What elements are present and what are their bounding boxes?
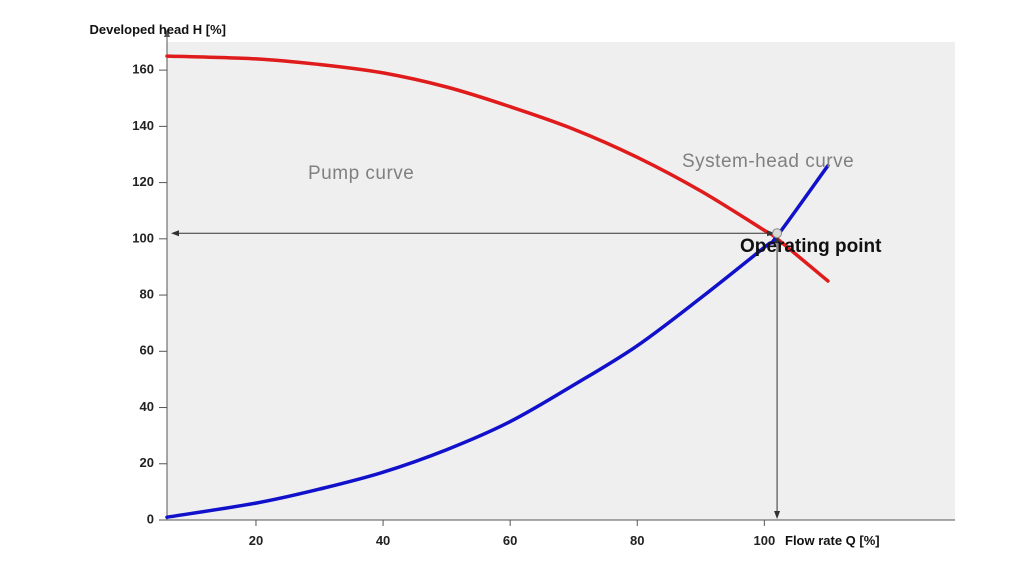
- x-tick-label: 80: [630, 533, 644, 548]
- system-head-curve-line: [165, 163, 830, 519]
- y-tick-label: 160: [132, 62, 154, 77]
- pump-curve-line: [165, 54, 830, 283]
- y-tick-label: 120: [132, 174, 154, 189]
- x-axis-title: Flow rate Q [%]: [785, 533, 880, 548]
- x-tick-label: 20: [249, 533, 263, 548]
- x-tick-label: 60: [503, 533, 517, 548]
- y-tick-label: 100: [132, 230, 154, 245]
- y-tick-label: 60: [140, 343, 154, 358]
- operating-point-label: Operating point: [740, 236, 882, 257]
- y-tick-label: 20: [140, 455, 154, 470]
- pump-curve-label: Pump curve: [308, 163, 414, 184]
- plot-background: [167, 42, 955, 520]
- labels: 0 20 40 60 80 100 120 140 160 20 40 60 80 100 Develope…: [89, 22, 882, 548]
- x-tick-label: 40: [376, 533, 390, 548]
- y-axis-arrowhead: [164, 29, 170, 37]
- x-tick-label: 100: [754, 533, 776, 548]
- y-tick-label: 40: [140, 399, 154, 414]
- op-arrowhead-up: [774, 235, 781, 244]
- op-arrowhead-down: [774, 511, 781, 519]
- annotations: [171, 228, 783, 519]
- axes: [159, 29, 955, 526]
- y-tick-label: 0: [147, 511, 154, 526]
- op-arrowhead-left: [171, 230, 179, 237]
- y-axis-title: Developed head H [%]: [89, 22, 226, 37]
- operating-point-marker: [772, 228, 783, 239]
- y-tick-label: 140: [132, 118, 154, 133]
- system-head-curve-label: System-head curve: [682, 151, 854, 172]
- op-arrowhead-right: [767, 230, 776, 237]
- y-tick-label: 80: [140, 286, 154, 301]
- series-layer: [165, 54, 830, 519]
